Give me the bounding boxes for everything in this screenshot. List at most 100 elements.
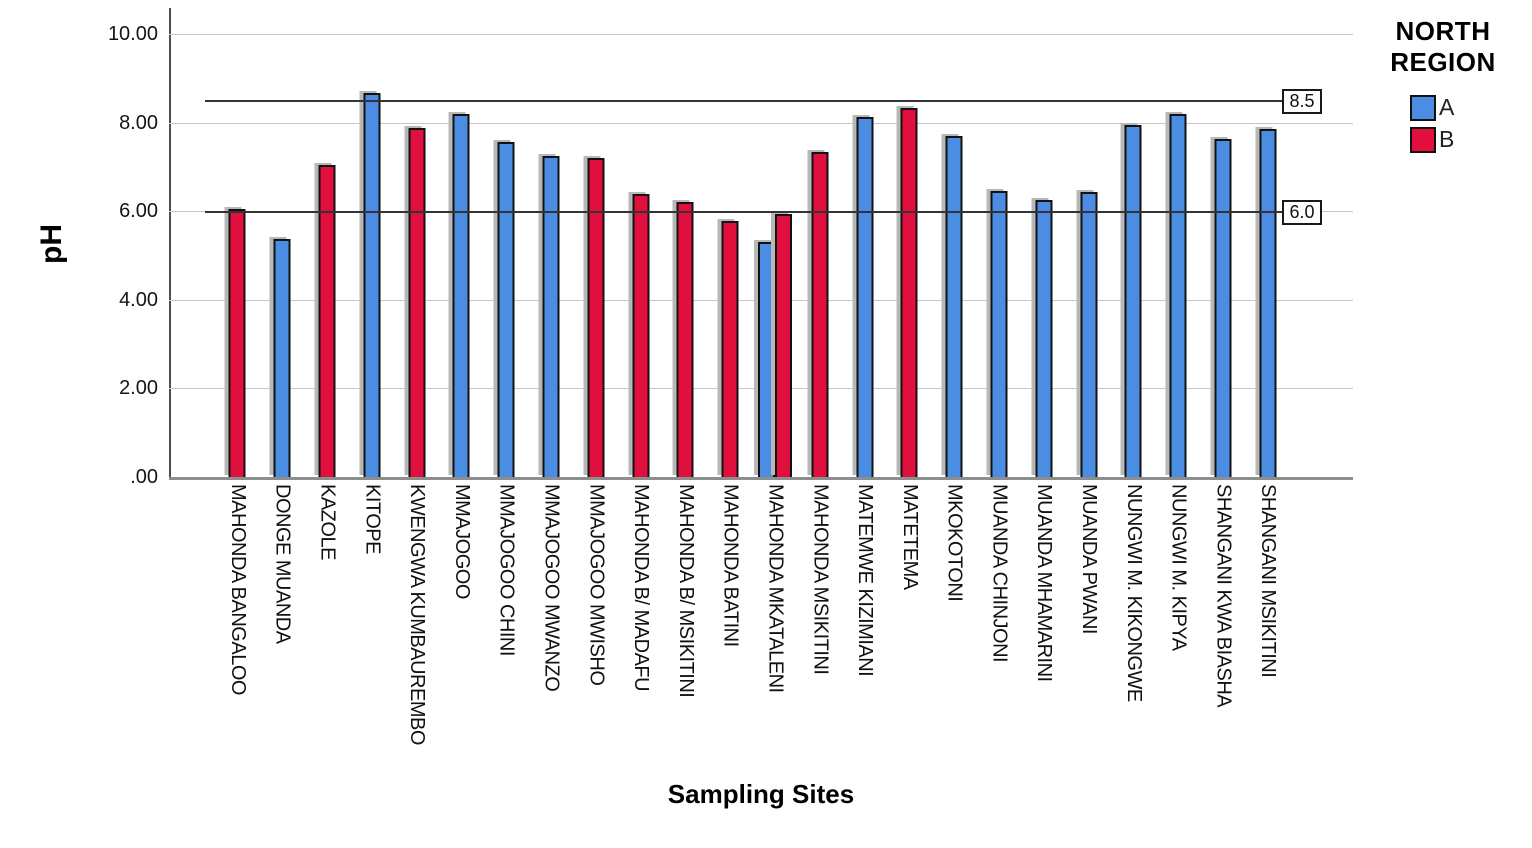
x-category-label: MATETEMA <box>898 484 921 590</box>
legend-title: NORTH REGION <box>1390 16 1496 77</box>
category-slot <box>260 8 305 477</box>
reference-line-label-6.0: 6.0 <box>1282 200 1322 225</box>
bar-A <box>1259 129 1277 477</box>
legend: NORTH REGION A B <box>1368 16 1518 158</box>
y-tick-label: 8.00 <box>119 112 158 134</box>
y-axis-line <box>169 8 171 478</box>
bar-B <box>318 165 336 477</box>
x-category-label: DONGE MUANDA <box>271 484 294 644</box>
x-category-label: NUNGWI M. KIPYA <box>1167 484 1190 651</box>
x-category-label: MMAJOGOO MWANZO <box>540 484 563 692</box>
x-category-slot: MMAJOGOO MWANZO <box>529 484 574 794</box>
category-slot <box>977 8 1022 477</box>
x-category-slot: MAHONDA MSIKITINI <box>797 484 842 794</box>
x-category-slot: MATETEMA <box>887 484 932 794</box>
category-slot <box>1021 8 1066 477</box>
x-category-slot: MAHONDA B/ MADAFU <box>618 484 663 794</box>
reference-line-8.5 <box>205 100 1285 102</box>
bar-A <box>945 136 963 477</box>
x-category-labels: MAHONDA BANGALOO DONGE MUANDA KAZOLE KITOPE… <box>215 484 1290 794</box>
x-category-label: MUANDA CHINJONI <box>988 484 1011 663</box>
x-category-label: KAZOLE <box>316 484 339 560</box>
legend-item-b-label: B <box>1439 126 1455 152</box>
legend-item-a: A <box>1410 94 1518 121</box>
legend-swatch-b-icon <box>1410 126 1436 153</box>
bar-A <box>452 114 470 477</box>
x-category-slot: MAHONDA BATINI <box>708 484 753 794</box>
y-tick-label: 4.00 <box>119 289 158 311</box>
reference-line-label-8.5: 8.5 <box>1282 89 1322 114</box>
x-category-label: MMAJOGOO <box>450 484 473 599</box>
category-slot <box>887 8 932 477</box>
category-slot <box>215 8 260 477</box>
category-slot <box>439 8 484 477</box>
bars-area <box>215 8 1290 477</box>
bar-A <box>1080 192 1098 477</box>
bar-A <box>856 117 874 477</box>
x-category-label: MAHONDA B/ MSIKITINI <box>674 484 697 698</box>
x-category-label: KWENGWA KUMBAUREMBO <box>406 484 429 745</box>
x-category-slot: KWENGWA KUMBAUREMBO <box>394 484 439 794</box>
bar-B <box>721 221 739 477</box>
bar-A <box>497 142 515 477</box>
x-category-slot: MMAJOGOO <box>439 484 484 794</box>
category-slot <box>529 8 574 477</box>
category-slot <box>797 8 842 477</box>
gridline-10 <box>169 34 1353 35</box>
bar-A <box>757 242 775 477</box>
y-tick-label: 6.00 <box>119 200 158 222</box>
category-slot <box>573 8 618 477</box>
bar-A <box>273 239 291 477</box>
legend-items: A B <box>1368 94 1518 153</box>
x-category-label: MAHONDA BANGALOO <box>226 484 249 695</box>
reference-line-6.0 <box>205 211 1285 213</box>
x-category-slot: SHANGANI KWA BIASHA <box>1201 484 1246 794</box>
bar-B <box>632 194 650 477</box>
x-axis-title: Sampling Sites <box>667 779 855 809</box>
x-category-label: MAHONDA BATINI <box>719 484 742 647</box>
x-category-label: MMAJOGOO MWISHO <box>585 484 608 686</box>
y-tick-label: .00 <box>130 466 158 488</box>
x-category-label: SHANGANI KWA BIASHA <box>1212 484 1235 708</box>
category-slot <box>349 8 394 477</box>
bar-B <box>408 128 426 477</box>
bar-B <box>774 214 792 477</box>
category-slot <box>708 8 753 477</box>
x-category-slot: MUANDA PWANI <box>1066 484 1111 794</box>
x-category-slot: MAHONDA BANGALOO <box>215 484 260 794</box>
x-category-slot: NUNGWI M. KIPYA <box>1156 484 1201 794</box>
x-category-slot: MKOKOTONI <box>932 484 977 794</box>
x-category-slot: NUNGWI M. KIKONGWE <box>1111 484 1156 794</box>
bar-A <box>1035 200 1053 477</box>
category-slot <box>1066 8 1111 477</box>
bar-B <box>587 158 605 477</box>
x-category-label: MUANDA PWANI <box>1078 484 1101 634</box>
category-slot <box>305 8 350 477</box>
category-slot <box>842 8 887 477</box>
x-category-label: KITOPE <box>361 484 384 554</box>
x-category-label: MAHONDA MSIKITINI <box>809 484 832 675</box>
x-category-label: NUNGWI M. KIKONGWE <box>1122 484 1145 702</box>
x-category-slot: MAHONDA B/ MSIKITINI <box>663 484 708 794</box>
x-category-slot: MMAJOGOO CHINI <box>484 484 529 794</box>
x-category-label: MAHONDA B/ MADAFU <box>630 484 653 692</box>
bar-A <box>990 191 1008 477</box>
category-slot <box>932 8 977 477</box>
x-category-slot: SHANGANI MSIKITINI <box>1245 484 1290 794</box>
bar-B <box>228 209 246 477</box>
x-category-slot: DONGE MUANDA <box>260 484 305 794</box>
gridline-8 <box>169 123 1353 124</box>
x-category-slot: KITOPE <box>349 484 394 794</box>
bar-A <box>363 93 381 477</box>
plot-area: 8.5 6.0 <box>169 8 1353 480</box>
category-slot <box>618 8 663 477</box>
bar-A <box>542 156 560 477</box>
x-category-label: MAHONDA MKATALENI <box>764 484 787 693</box>
bar-B <box>900 108 918 477</box>
x-category-slot: KAZOLE <box>305 484 350 794</box>
category-slot <box>484 8 529 477</box>
legend-swatch-a-icon <box>1410 94 1436 121</box>
bar-A <box>1169 114 1187 477</box>
legend-item-b: B <box>1410 126 1518 153</box>
